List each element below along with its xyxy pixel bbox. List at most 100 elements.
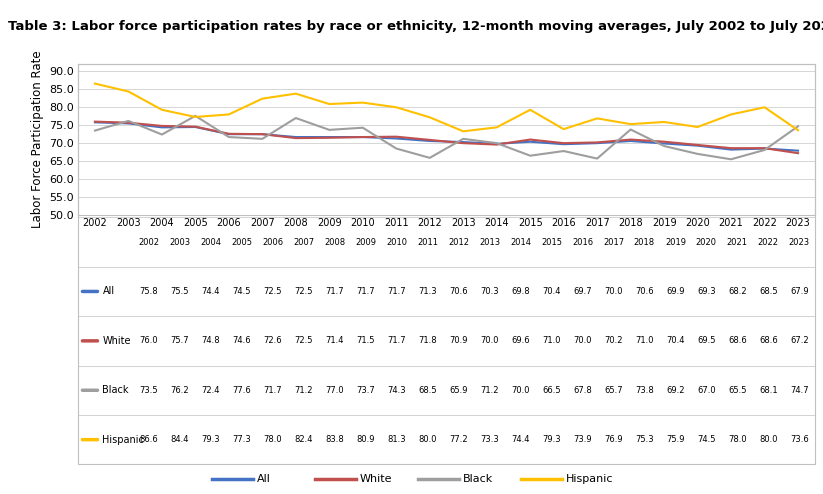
Text: 74.7: 74.7 (790, 386, 808, 395)
Text: 77.0: 77.0 (325, 386, 344, 395)
Black (593, 156, 602, 162)
Text: 65.9: 65.9 (449, 386, 467, 395)
Text: 74.4: 74.4 (202, 287, 220, 296)
Text: 75.5: 75.5 (170, 287, 189, 296)
Text: 71.7: 71.7 (356, 287, 375, 296)
All (760, 146, 770, 152)
Hispanic (324, 101, 334, 107)
Text: 2019: 2019 (665, 238, 686, 247)
Hispanic (224, 112, 234, 118)
Black (760, 147, 770, 153)
Text: 68.5: 68.5 (759, 287, 778, 296)
Text: 72.5: 72.5 (263, 287, 282, 296)
Black (258, 136, 267, 142)
Text: 73.8: 73.8 (635, 386, 653, 395)
Text: Hispanic: Hispanic (565, 474, 613, 484)
Text: 2008: 2008 (324, 238, 346, 247)
Text: 2009: 2009 (356, 238, 376, 247)
Text: 73.9: 73.9 (573, 435, 592, 444)
Hispanic (760, 104, 770, 110)
Hispanic (391, 104, 401, 110)
White (391, 134, 401, 140)
Text: 71.7: 71.7 (325, 287, 344, 296)
Text: 75.3: 75.3 (635, 435, 653, 444)
White (425, 137, 435, 143)
Hispanic (90, 81, 100, 86)
Text: 2002: 2002 (138, 238, 160, 247)
Text: 67.8: 67.8 (573, 386, 592, 395)
All (291, 134, 300, 140)
Text: 67.2: 67.2 (790, 336, 808, 345)
White (458, 140, 468, 146)
Text: 68.1: 68.1 (759, 386, 778, 395)
Black (793, 124, 803, 129)
White (559, 140, 569, 146)
Black (693, 151, 703, 157)
White (492, 142, 502, 148)
Text: 80.9: 80.9 (356, 435, 375, 444)
Black (291, 115, 300, 121)
Text: 69.3: 69.3 (697, 287, 716, 296)
Black (458, 136, 468, 142)
Black (358, 125, 368, 131)
Text: 70.6: 70.6 (635, 287, 653, 296)
Text: 73.6: 73.6 (790, 435, 809, 444)
Text: 2016: 2016 (572, 238, 593, 247)
Y-axis label: Labor Force Participation Rate: Labor Force Participation Rate (30, 51, 44, 228)
All (190, 124, 200, 130)
Text: 2015: 2015 (541, 238, 562, 247)
Black (90, 127, 100, 133)
Text: 78.0: 78.0 (263, 435, 282, 444)
Hispanic (157, 107, 167, 113)
Text: 70.0: 70.0 (481, 336, 499, 345)
Text: 70.4: 70.4 (666, 336, 685, 345)
Black (224, 134, 234, 140)
Text: 69.9: 69.9 (666, 287, 685, 296)
Text: 70.6: 70.6 (449, 287, 468, 296)
White (123, 120, 133, 125)
Text: 69.7: 69.7 (573, 287, 592, 296)
Text: Hispanic: Hispanic (103, 435, 144, 445)
Text: 71.7: 71.7 (388, 287, 406, 296)
Text: 67.0: 67.0 (697, 386, 716, 395)
All (492, 141, 502, 147)
Black (425, 155, 435, 161)
Text: 74.6: 74.6 (233, 336, 251, 345)
All (726, 147, 736, 153)
White (693, 142, 703, 148)
Text: 70.0: 70.0 (574, 336, 592, 345)
Text: 72.6: 72.6 (263, 336, 282, 345)
Text: 75.8: 75.8 (140, 287, 158, 296)
Black (726, 156, 736, 162)
Text: 2014: 2014 (510, 238, 531, 247)
All (157, 124, 167, 130)
Text: 76.2: 76.2 (170, 386, 189, 395)
Text: Black: Black (103, 385, 129, 395)
All (258, 131, 267, 137)
Text: 2021: 2021 (727, 238, 748, 247)
Black (625, 126, 635, 132)
Text: 69.6: 69.6 (511, 336, 530, 345)
Text: 70.4: 70.4 (542, 287, 560, 296)
Hispanic (525, 107, 535, 113)
All (625, 138, 635, 144)
Hispanic (492, 124, 502, 130)
Black (659, 143, 669, 149)
Text: 77.3: 77.3 (232, 435, 251, 444)
Text: 70.2: 70.2 (604, 336, 623, 345)
Text: 71.2: 71.2 (481, 386, 499, 395)
Black (190, 113, 200, 119)
White (90, 119, 100, 124)
Text: 2018: 2018 (634, 238, 655, 247)
White (190, 124, 200, 129)
Text: 65.5: 65.5 (728, 386, 746, 395)
Text: 80.0: 80.0 (759, 435, 778, 444)
Hispanic (425, 114, 435, 120)
Text: 74.5: 74.5 (233, 287, 251, 296)
Hispanic (258, 96, 267, 102)
White (324, 135, 334, 141)
Hispanic (625, 121, 635, 127)
Text: 71.7: 71.7 (263, 386, 282, 395)
Text: 69.5: 69.5 (697, 336, 716, 345)
All (659, 140, 669, 146)
